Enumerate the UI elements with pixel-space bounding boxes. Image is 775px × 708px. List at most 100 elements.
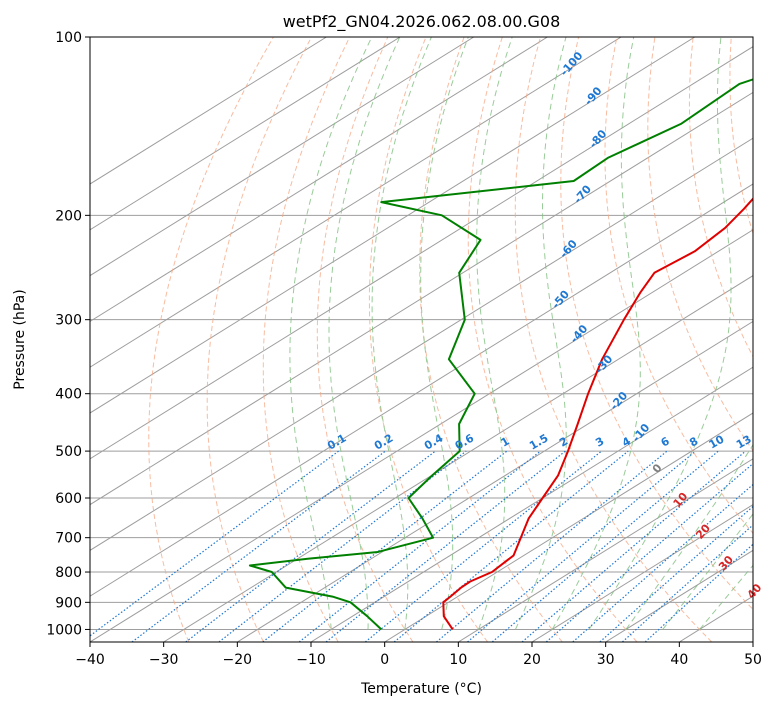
plot-frame — [89, 36, 754, 643]
isotherm-line — [90, 37, 696, 414]
mixing-ratio-line — [90, 450, 339, 637]
dry-adiabat-line — [316, 37, 414, 642]
mixing-ratio-label: 10 — [707, 432, 727, 451]
moist-adiabat-line — [699, 564, 753, 630]
chart-title: wetPf2_GN04.2026.062.08.00.G08 — [283, 12, 561, 32]
dry-adiabat-line — [262, 37, 351, 642]
isotherm-label: 0 — [650, 461, 665, 476]
y-tick-label: 800 — [55, 565, 82, 581]
moist-adiabat-line — [551, 37, 641, 630]
plot-area — [90, 37, 775, 642]
dry-adiabat-line — [769, 37, 775, 642]
mixing-ratio-line — [131, 450, 386, 642]
y-tick-label: 200 — [55, 208, 82, 224]
x-tick-label: 30 — [597, 652, 615, 668]
mixing-ratio-line — [599, 505, 753, 642]
y-tick-label: 600 — [55, 491, 82, 507]
isotherm-label: -60 — [557, 237, 580, 261]
y-tick-label: 500 — [55, 444, 82, 460]
isotherm-line — [90, 137, 753, 551]
isotherm-line — [163, 275, 753, 642]
isotherm-label: -70 — [571, 182, 594, 206]
isotherm-line — [752, 641, 753, 642]
y-tick-label: 1000 — [46, 622, 82, 638]
moist-adiabat-line — [328, 37, 401, 630]
isotherm-label: -40 — [568, 322, 591, 346]
x-tick-label: 10 — [449, 652, 467, 668]
mixing-ratio-line — [325, 450, 566, 642]
dry-adiabat-line — [604, 37, 753, 535]
mixing-ratio-line — [621, 524, 753, 642]
mixing-ratio-line — [644, 543, 753, 642]
isotherm-line — [90, 37, 622, 368]
x-tick-label: 40 — [670, 652, 688, 668]
dry-adiabat-line — [560, 37, 753, 611]
isotherm-line — [531, 504, 753, 642]
dry-adiabat-line — [206, 37, 312, 642]
y-ticks: 100 200 300 400 500 600 700 800 900 1000 — [46, 30, 90, 638]
isotherm-label: -100 — [558, 49, 586, 79]
isotherm-line — [458, 458, 753, 642]
isotherm-label: 20 — [693, 521, 713, 541]
isotherm-label: 40 — [745, 581, 765, 601]
x-ticks: −40 −30 −20 −10 0 10 20 30 40 50 — [75, 642, 762, 668]
x-tick-label: 50 — [744, 652, 762, 668]
mixing-ratio-line — [262, 450, 508, 642]
moist-adiabat-line — [662, 513, 753, 630]
moist-adiabat-line — [420, 37, 469, 630]
isotherm-label: -50 — [549, 288, 572, 312]
y-tick-label: 300 — [55, 313, 82, 329]
mixing-ratio-label: 3 — [593, 435, 606, 450]
dry-adiabat-line — [419, 37, 563, 642]
mixing-ratio-line — [521, 450, 746, 642]
dry-adiabat-line — [467, 37, 638, 642]
x-tick-label: 20 — [523, 652, 541, 668]
mixing-ratio-label: 0.1 — [325, 432, 348, 453]
moist-adiabat-line — [588, 37, 732, 630]
temperature-profile-line — [442, 197, 753, 630]
isotherm-line — [90, 37, 401, 231]
isotherm-line — [90, 91, 753, 506]
isotherm-line — [310, 366, 753, 642]
mixing-ratio-line — [364, 450, 602, 642]
x-tick-label: −10 — [296, 652, 326, 668]
isotherm-line — [90, 37, 475, 277]
mixing-ratio-label: 0.2 — [372, 432, 395, 453]
isotherm-label: -80 — [587, 127, 610, 151]
isotherm-line — [90, 183, 753, 597]
isotherm-line — [90, 37, 327, 185]
isotherm-label: -20 — [607, 389, 630, 413]
dry-adiabat-line — [148, 37, 274, 642]
moist-adiabat-line — [476, 37, 513, 630]
isotherm-label: 10 — [671, 490, 691, 510]
dry-adiabat-line — [514, 37, 713, 642]
mixing-ratio-label: 6 — [659, 434, 672, 449]
dewpoint-profile-line — [248, 78, 753, 631]
mixing-ratio-label: 13 — [734, 433, 754, 452]
mixing-ratio-line — [467, 450, 696, 642]
moist-adiabat-line — [371, 37, 432, 630]
isotherm-line — [384, 412, 753, 642]
isotherm-label: -90 — [582, 84, 605, 108]
x-axis-label: Temperature (°C) — [360, 681, 482, 697]
isotherm-label: 30 — [716, 553, 736, 573]
y-tick-label: 100 — [55, 30, 82, 46]
mixing-ratio-line — [393, 450, 629, 642]
mixing-ratio-line — [545, 462, 753, 642]
y-axis-label: Pressure (hPa) — [12, 289, 28, 389]
x-tick-label: −30 — [149, 652, 179, 668]
x-tick-label: 0 — [380, 652, 389, 668]
moist-adiabat-line — [625, 443, 753, 630]
x-tick-label: −40 — [75, 652, 105, 668]
y-tick-label: 400 — [55, 387, 82, 403]
moist-adiabat-line — [289, 37, 373, 630]
mixing-ratio-line — [491, 450, 719, 642]
isotherm-line — [90, 46, 753, 460]
isotherm-line — [90, 37, 548, 322]
mixing-ratio-line — [572, 483, 753, 642]
mixing-ratio-line — [436, 450, 668, 642]
y-tick-label: 900 — [55, 595, 82, 611]
dry-adiabat-line — [647, 37, 753, 452]
isotherm-line — [90, 229, 753, 642]
